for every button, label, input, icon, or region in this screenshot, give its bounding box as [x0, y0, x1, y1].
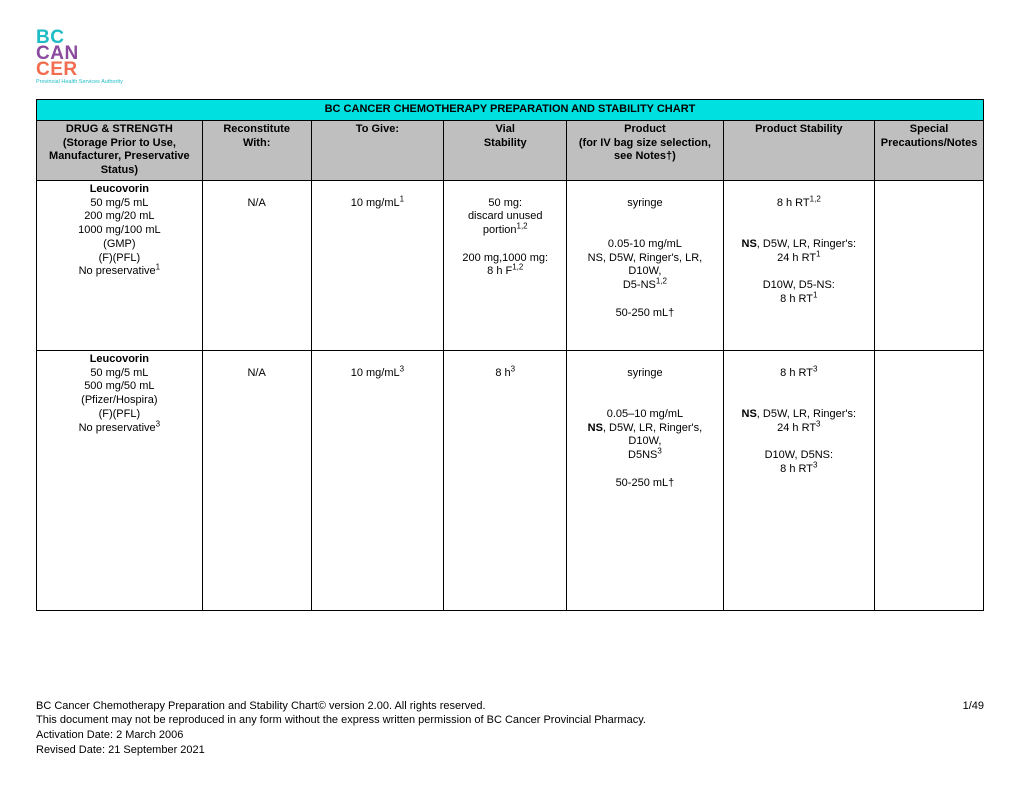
bc-cancer-logo: BC CAN CER Provincial Health Services Au…: [36, 30, 984, 85]
col-special: Special Precautions/Notes: [875, 120, 984, 180]
cell-notes: [875, 180, 984, 350]
cell-drug: Leucovorin 50 mg/5 mL 500 mg/50 mL (Pfiz…: [37, 350, 203, 610]
cell-vial: 8 h3: [444, 350, 567, 610]
table-row: Leucovorin 50 mg/5 mL 500 mg/50 mL (Pfiz…: [37, 350, 984, 610]
cell-reconstitute: N/A: [202, 350, 311, 610]
col-product-stability: Product Stability: [723, 120, 875, 180]
cell-vial: 50 mg: discard unused portion1,2 200 mg,…: [444, 180, 567, 350]
col-vial-stability: Vial Stability: [444, 120, 567, 180]
col-product: Product (for IV bag size selection, see …: [567, 120, 723, 180]
cell-stability: 8 h RT1,2 NS, D5W, LR, Ringer's: 24 h RT…: [723, 180, 875, 350]
cell-togive: 10 mg/mL3: [311, 350, 444, 610]
logo-tagline: Provincial Health Services Authority: [36, 80, 984, 85]
table-title: BC CANCER CHEMOTHERAPY PREPARATION AND S…: [37, 100, 984, 121]
footer-activation: Activation Date: 2 March 2006: [36, 728, 984, 743]
cell-reconstitute: N/A: [202, 180, 311, 350]
footer-line2: This document may not be reproduced in a…: [36, 713, 984, 728]
table-header-row: DRUG & STRENGTH (Storage Prior to Use, M…: [37, 120, 984, 180]
table-row: Leucovorin 50 mg/5 mL 200 mg/20 mL 1000 …: [37, 180, 984, 350]
footer-line1: BC Cancer Chemotherapy Preparation and S…: [36, 700, 486, 712]
cell-notes: [875, 350, 984, 610]
cell-product: syringe 0.05-10 mg/mL NS, D5W, Ringer's,…: [567, 180, 723, 350]
cell-togive: 10 mg/mL1: [311, 180, 444, 350]
col-drug-strength: DRUG & STRENGTH (Storage Prior to Use, M…: [37, 120, 203, 180]
page-number: 1/49: [963, 699, 984, 714]
col-to-give: To Give:: [311, 120, 444, 180]
cell-drug: Leucovorin 50 mg/5 mL 200 mg/20 mL 1000 …: [37, 180, 203, 350]
page-footer: BC Cancer Chemotherapy Preparation and S…: [36, 699, 984, 758]
cell-product: syringe 0.05–10 mg/mL NS, D5W, LR, Ringe…: [567, 350, 723, 610]
cell-stability: 8 h RT3 NS, D5W, LR, Ringer's: 24 h RT3 …: [723, 350, 875, 610]
footer-revised: Revised Date: 21 September 2021: [36, 743, 984, 758]
stability-chart-table: BC CANCER CHEMOTHERAPY PREPARATION AND S…: [36, 99, 984, 611]
col-reconstitute: Reconstitute With:: [202, 120, 311, 180]
logo-line-3: CER: [36, 59, 78, 80]
